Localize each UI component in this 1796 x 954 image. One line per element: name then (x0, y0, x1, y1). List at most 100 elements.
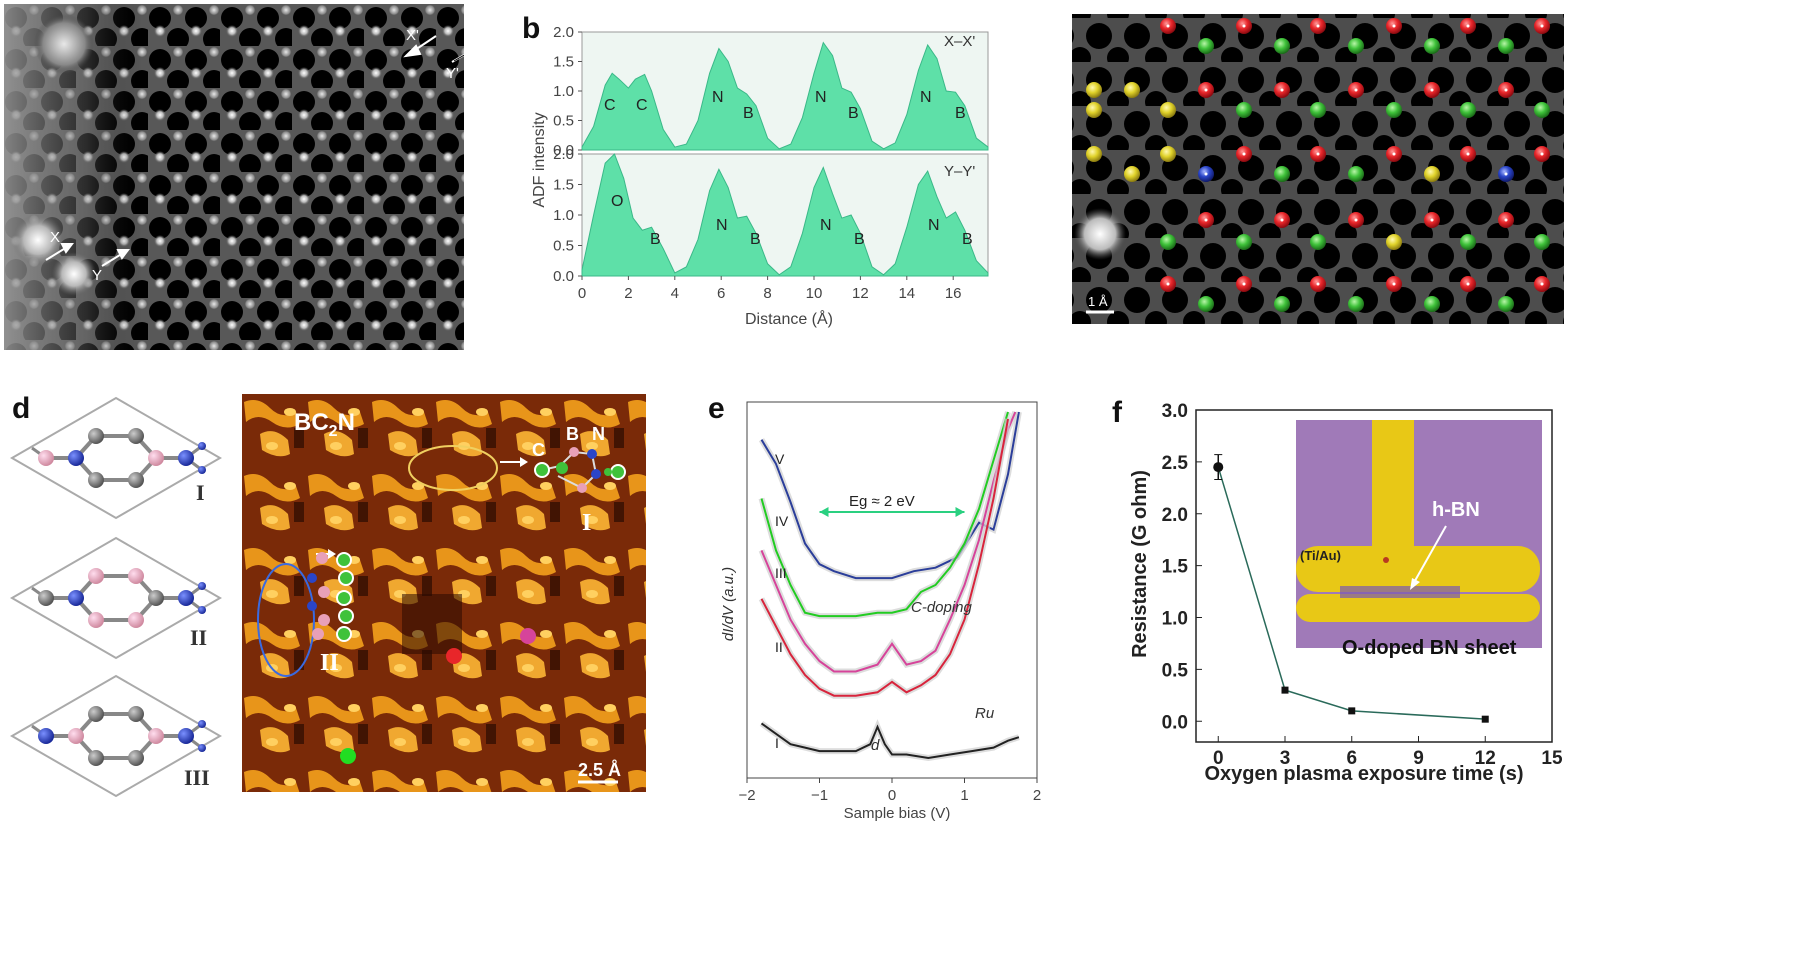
bright-blob (52, 252, 96, 296)
atom-center (1466, 282, 1470, 286)
green-atom (1160, 234, 1176, 250)
arrow-x (45, 243, 74, 261)
curve-I (760, 722, 1020, 760)
atom-center (1392, 152, 1396, 156)
atom-center (1504, 88, 1508, 92)
atom-label: C (604, 97, 616, 114)
atom-center (1204, 172, 1208, 176)
structure-label-III: III (184, 765, 210, 790)
panel-b-chart: ADF intensity Distance (Å) 0.0 0.5 1.0 1.5 2… (531, 24, 989, 328)
atom-label: B (848, 105, 859, 122)
bond (73, 712, 159, 760)
y-tick-label: 2.0 (1162, 505, 1188, 526)
inset-caption: O-doped BN sheet (1342, 637, 1517, 659)
data-point (1481, 715, 1489, 723)
scale-label: 1 Å (1088, 294, 1108, 309)
molecule-I (534, 447, 626, 493)
b-top-label: X–X' (944, 33, 975, 50)
atom-label: B (743, 105, 754, 122)
b-bottom-atom-labels: O B N B N B N B (611, 193, 973, 248)
curve-label-I: I (775, 735, 779, 751)
carbon-atom (128, 472, 144, 488)
y-tick-label: 1.5 (553, 54, 574, 71)
plot-frame (1195, 409, 1553, 743)
panel-d-stm-image: BC2N B N C I II 2.5 Å (242, 394, 646, 792)
nitrogen-atom (198, 466, 206, 474)
green-atom (1424, 296, 1440, 312)
atom-center (1354, 88, 1358, 92)
atom-center (1280, 88, 1284, 92)
atom-label: B (854, 231, 865, 248)
bond (73, 574, 159, 622)
y-tick-label: 1.5 (1162, 557, 1189, 578)
unit-cell (9, 536, 223, 660)
boron-atom (38, 450, 54, 466)
atom-label: B (750, 231, 761, 248)
stm-title: BC2N (294, 409, 355, 440)
atom-center (1316, 24, 1320, 28)
map-label-II: II (320, 650, 339, 676)
x-tick-label: 6 (717, 285, 725, 302)
atom-label-C: C (532, 440, 545, 460)
atom-center (1430, 218, 1434, 222)
y-tick-label: 0.5 (553, 238, 574, 255)
yellow-atom (1086, 82, 1102, 98)
green-atom (1460, 234, 1476, 250)
panel-e-chart: dI/dV (a.u.) Sample bias (V) −2 −1 0 1 2 Eg … (720, 401, 1041, 822)
green-atom (1274, 38, 1290, 54)
x-tick-label: 2 (624, 285, 632, 302)
y-tick-label: 2.0 (553, 146, 574, 163)
curve-IV (760, 411, 1009, 618)
atom-label: B (955, 105, 966, 122)
data-point (1213, 462, 1224, 473)
panel-a-svg: X' Y' X Y (4, 4, 464, 350)
nitrogen-atom (198, 442, 206, 450)
structure-label-I: I (196, 480, 205, 505)
atom-label: N (815, 89, 827, 106)
atom-center (1392, 282, 1396, 286)
b-bottom-plot: 0.0 0.5 1.0 1.5 2.0 0 2 4 6 8 10 12 14 16 (553, 146, 989, 302)
intensity-area (581, 153, 989, 277)
panel-c-svg: 1 Å (1072, 14, 1564, 324)
b-ylabel: ADF intensity (531, 112, 548, 207)
panel-d-structures: I II III (9, 396, 223, 798)
x-tick-label: 0 (578, 285, 586, 302)
atom-overlay (1086, 18, 1550, 312)
red-dot (446, 648, 462, 664)
green-atom (1236, 102, 1252, 118)
nitrogen-atom (68, 590, 84, 606)
atom-label-N: N (592, 424, 605, 444)
arrow-head (819, 507, 829, 517)
bright-blob (1074, 208, 1126, 260)
x-tick-label: −2 (738, 787, 755, 804)
carbon-atom (128, 750, 144, 766)
data-point (1348, 707, 1356, 715)
panel-a-stem-image: X' Y' X Y (4, 4, 464, 350)
nitrogen-atom (198, 606, 206, 614)
green-atom (1348, 38, 1364, 54)
boron-atom (128, 612, 144, 628)
carbon-atom (38, 590, 54, 606)
atom-center (1316, 152, 1320, 156)
boron-atom (128, 568, 144, 584)
magenta-dot (520, 628, 536, 644)
atom-center (1242, 24, 1246, 28)
green-atom (1310, 102, 1326, 118)
green-atom (1198, 296, 1214, 312)
panel-c-stem-image: 1 Å (1072, 14, 1564, 324)
green-atom (1310, 234, 1326, 250)
x-tick-label: 15 (1541, 748, 1563, 769)
raw-data-trace (758, 410, 1019, 675)
bond (73, 434, 159, 482)
b-bottom-label: Y–Y' (944, 163, 975, 180)
atom-label-B: B (566, 424, 579, 444)
y-tick-label: 1.0 (1162, 609, 1188, 630)
marker-x: X (50, 229, 60, 246)
panel-b-letter: b (522, 12, 541, 45)
atom-center (1166, 24, 1170, 28)
annotation-c-doping: C-doping (911, 599, 973, 616)
molecule-II (307, 552, 354, 642)
f-ylabel: Resistance (G ohm) (1129, 470, 1151, 658)
arrow-y-prime (451, 53, 464, 63)
nitrogen-atom (178, 590, 194, 606)
